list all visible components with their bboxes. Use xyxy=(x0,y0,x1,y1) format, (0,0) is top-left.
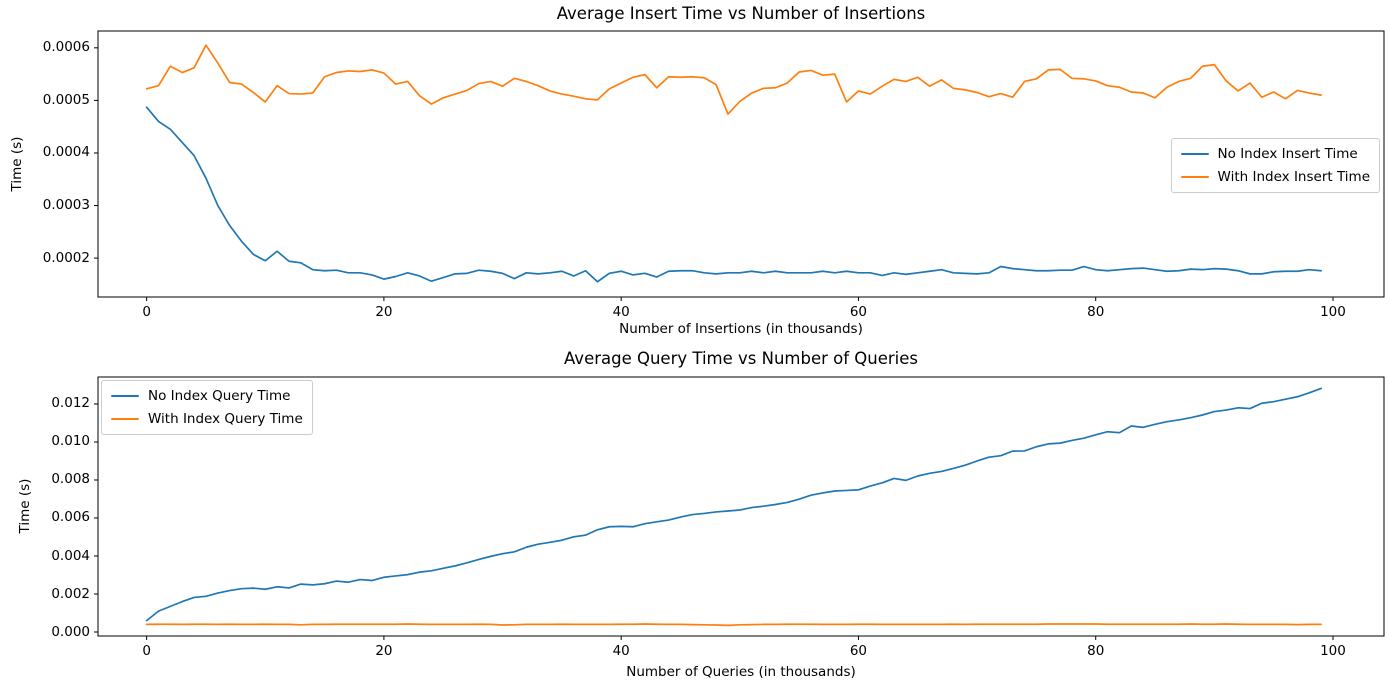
x-tick-label: 0 xyxy=(142,643,151,659)
y-tick-label: 0.010 xyxy=(51,433,90,450)
x-tick-label: 80 xyxy=(1087,643,1105,659)
legend-item: No Index Insert Time xyxy=(1180,144,1370,164)
legend-label: With Index Insert Time xyxy=(1217,169,1370,185)
legend-line-sample xyxy=(1180,152,1209,156)
with-index-line xyxy=(145,623,1322,627)
y-tick-label: 0.002 xyxy=(51,585,90,602)
query-chart-xlabel: Number of Queries (in thousands) xyxy=(626,664,856,680)
y-tick-label: 0.004 xyxy=(51,547,90,564)
x-tick-label: 80 xyxy=(1087,304,1105,320)
x-tick-label: 100 xyxy=(1320,304,1346,320)
x-tick-label: 40 xyxy=(612,304,630,320)
legend-item: With Index Insert Time xyxy=(1180,167,1370,187)
y-tick-label: 0.0003 xyxy=(42,197,90,214)
legend-line-sample xyxy=(111,394,139,398)
no-index-line xyxy=(145,106,1322,283)
x-tick-label: 40 xyxy=(612,643,630,659)
x-tick-label: 0 xyxy=(142,304,151,320)
insert-chart-xlabel: Number of Insertions (in thousands) xyxy=(619,321,863,337)
x-tick-label: 60 xyxy=(849,643,868,659)
plot-spines xyxy=(97,376,1385,637)
with-index-line xyxy=(145,44,1322,115)
legend-item: No Index Query Time xyxy=(111,386,303,406)
y-tick-label: 0.000 xyxy=(51,623,90,640)
x-tick-label: 20 xyxy=(375,304,393,320)
x-tick-label: 100 xyxy=(1320,643,1346,659)
legend-label: No Index Query Time xyxy=(148,388,291,404)
insert-chart-legend: No Index Insert Time With Index Insert Ti… xyxy=(1170,138,1380,193)
y-tick-label: 0.0004 xyxy=(42,144,90,161)
legend-line-sample xyxy=(111,417,139,421)
legend-label: No Index Insert Time xyxy=(1217,146,1358,162)
y-tick-label: 0.0005 xyxy=(42,91,90,108)
legend-line-sample xyxy=(1180,175,1209,179)
y-tick-label: 0.0006 xyxy=(42,39,90,56)
no-index-line xyxy=(145,387,1322,622)
y-tick-label: 0.008 xyxy=(51,471,90,488)
x-tick-label: 60 xyxy=(849,304,868,320)
legend-item: With Index Query Time xyxy=(111,409,303,429)
query-chart-legend: No Index Query Time With Index Query Time xyxy=(101,380,313,435)
x-tick-label: 20 xyxy=(375,643,393,659)
y-tick-label: 0.0002 xyxy=(42,249,90,266)
query-chart-title: Average Query Time vs Number of Queries xyxy=(563,349,918,368)
legend-label: With Index Query Time xyxy=(148,411,303,427)
y-tick-label: 0.006 xyxy=(51,509,90,526)
insert-chart-title: Average Insert Time vs Number of Inserti… xyxy=(556,4,926,23)
plot-spines xyxy=(97,30,1385,298)
y-tick-label: 0.012 xyxy=(51,395,90,412)
